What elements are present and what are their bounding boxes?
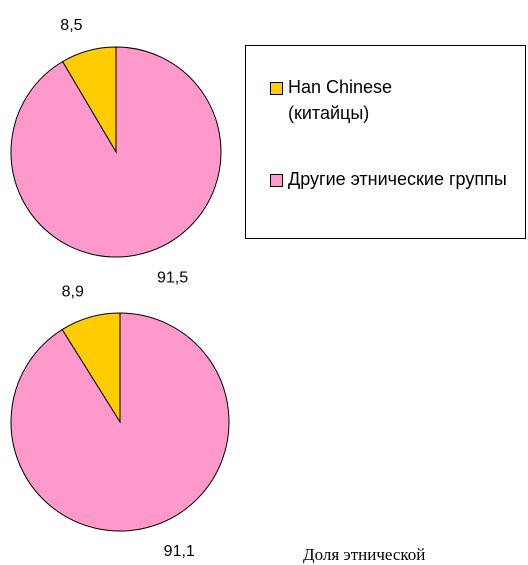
legend-entry: Han Chinese (китайцы)	[270, 74, 520, 126]
legend-label: Han Chinese (китайцы)	[288, 77, 393, 123]
charts: 8,5 91,5 8,9 91,1	[10, 17, 230, 560]
legend: Han Chinese (китайцы) Другие этнические …	[245, 45, 526, 239]
data-label: 91,5	[157, 270, 188, 287]
legend-label: Другие этнические группы	[288, 169, 507, 189]
data-label: 91,1	[164, 543, 195, 560]
pie-slice	[10, 46, 222, 258]
legend-entry: Другие этнические группы	[270, 166, 520, 192]
data-label: 8,9	[62, 283, 84, 300]
legend-swatch	[270, 174, 283, 187]
caption: Доля этнической	[303, 545, 426, 564]
legend-swatch	[270, 82, 283, 95]
data-label: 8,5	[60, 17, 82, 34]
pie-slice	[10, 312, 230, 532]
